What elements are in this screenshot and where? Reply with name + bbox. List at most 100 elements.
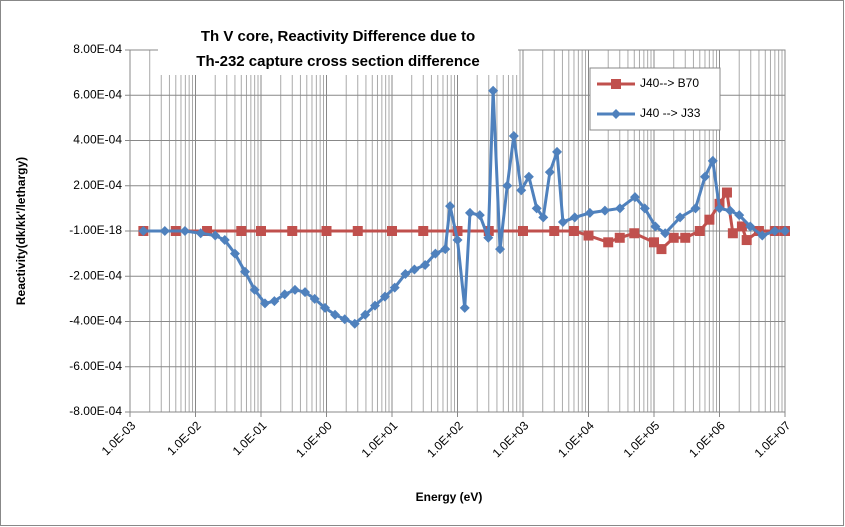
marker — [699, 171, 710, 182]
marker — [660, 228, 671, 239]
marker — [741, 235, 752, 246]
marker — [339, 314, 350, 325]
marker — [639, 203, 650, 214]
marker — [300, 287, 311, 298]
marker — [721, 187, 732, 198]
series-line — [143, 90, 785, 326]
marker — [508, 130, 519, 141]
marker — [694, 226, 705, 236]
marker — [757, 230, 768, 241]
marker — [704, 214, 715, 225]
legend-marker — [611, 79, 621, 89]
marker — [389, 282, 400, 293]
marker — [229, 248, 240, 259]
chart-subtitle: Th-232 capture cross section difference — [196, 53, 479, 70]
marker — [629, 228, 640, 239]
marker — [159, 226, 170, 236]
marker — [675, 212, 686, 223]
marker — [210, 230, 221, 241]
marker — [420, 259, 431, 270]
marker — [321, 226, 332, 236]
marker — [202, 226, 213, 236]
marker — [583, 230, 594, 241]
marker — [531, 203, 542, 214]
y-tick-label: -1.00E-18 — [69, 223, 122, 237]
y-tick-label: 6.00E-04 — [73, 87, 122, 101]
marker — [488, 85, 499, 96]
marker — [650, 221, 661, 232]
legend — [589, 67, 721, 131]
marker — [269, 296, 280, 307]
marker — [714, 203, 725, 214]
marker — [219, 235, 230, 246]
marker — [483, 232, 494, 243]
marker — [279, 289, 290, 300]
marker — [780, 226, 790, 236]
legend-label: J40--> B70 — [640, 76, 699, 90]
y-axis-title: Reactivity(dk/kk'/lethargy) — [14, 157, 28, 305]
marker — [630, 192, 641, 203]
series-layer — [138, 85, 790, 329]
y-tick-label: -8.00E-04 — [69, 404, 122, 418]
marker — [736, 221, 747, 232]
marker — [614, 203, 625, 214]
marker — [440, 244, 451, 255]
marker — [745, 221, 756, 232]
y-tick-label: -6.00E-04 — [69, 359, 122, 373]
marker — [753, 226, 764, 236]
marker — [195, 228, 206, 239]
marker — [649, 237, 659, 248]
marker — [179, 226, 190, 236]
marker — [656, 244, 667, 255]
marker — [138, 226, 149, 236]
marker — [236, 226, 247, 236]
marker — [379, 291, 390, 302]
y-tick-label: 2.00E-04 — [73, 178, 122, 192]
marker — [495, 244, 506, 255]
y-tick-label: -4.00E-04 — [69, 314, 122, 328]
marker — [690, 203, 701, 214]
marker — [544, 167, 555, 178]
marker — [349, 318, 360, 329]
marker — [568, 226, 579, 236]
y-tick-label: 4.00E-04 — [73, 133, 122, 147]
marker — [734, 210, 745, 221]
marker — [680, 232, 691, 243]
marker — [452, 226, 463, 236]
marker — [459, 302, 470, 313]
marker — [409, 264, 420, 275]
marker — [352, 226, 363, 236]
marker — [549, 226, 560, 236]
marker — [552, 146, 563, 157]
marker — [668, 232, 679, 243]
marker — [464, 207, 475, 218]
marker — [430, 248, 441, 259]
marker — [249, 284, 260, 295]
marker — [584, 207, 595, 218]
marker — [289, 284, 300, 295]
marker — [360, 309, 371, 320]
marker — [502, 180, 513, 191]
marker — [387, 226, 397, 236]
marker — [725, 205, 736, 216]
marker — [769, 226, 780, 236]
marker — [418, 226, 429, 236]
y-tick-label: 8.00E-04 — [73, 42, 122, 56]
marker — [707, 155, 718, 166]
marker — [256, 226, 266, 236]
marker — [523, 171, 534, 182]
marker — [259, 298, 270, 309]
marker — [727, 228, 738, 239]
marker — [452, 235, 463, 246]
marker — [569, 212, 580, 223]
marker — [557, 216, 568, 227]
marker — [516, 185, 527, 196]
marker — [320, 302, 331, 313]
marker — [287, 226, 298, 236]
legend-marker — [611, 109, 621, 119]
marker — [474, 210, 485, 221]
x-axis-title: Energy (eV) — [416, 490, 483, 504]
marker — [240, 266, 251, 277]
marker — [445, 201, 456, 212]
